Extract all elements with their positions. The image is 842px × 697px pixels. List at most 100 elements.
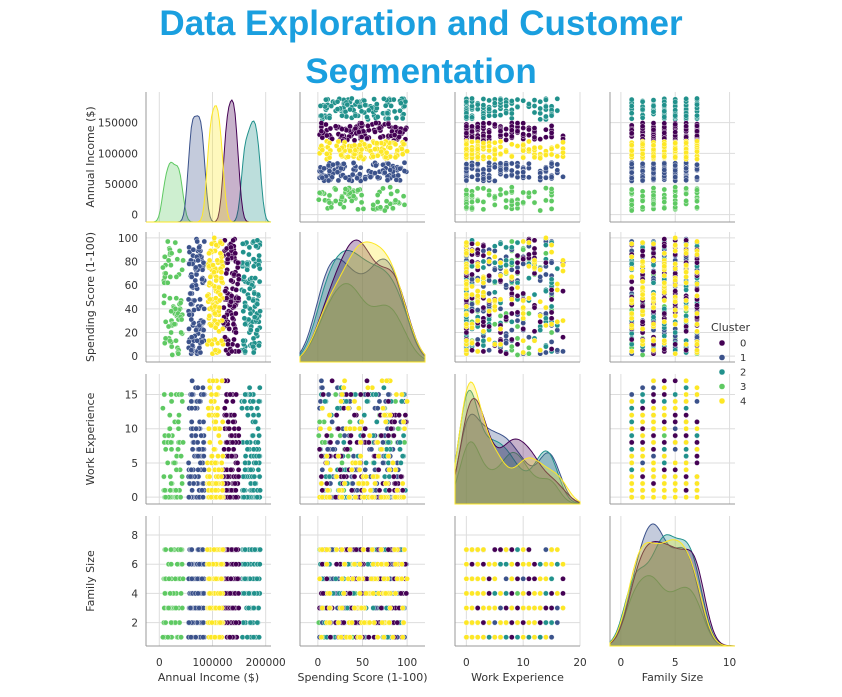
scatter-point bbox=[514, 143, 521, 149]
scatter-point bbox=[240, 249, 246, 255]
scatter-point bbox=[661, 130, 668, 136]
scatter-point bbox=[374, 192, 381, 198]
x-tick-label: 200000 bbox=[246, 657, 286, 669]
scatter-point bbox=[694, 446, 700, 453]
scatter-point bbox=[160, 405, 166, 412]
scatter-point bbox=[650, 126, 657, 133]
scatter-point bbox=[349, 171, 356, 178]
scatter-point bbox=[318, 128, 325, 134]
scatter-point bbox=[325, 391, 332, 398]
scatter-point bbox=[486, 308, 492, 315]
scatter-point bbox=[497, 160, 504, 167]
scatter-point bbox=[694, 148, 700, 155]
scatter-point bbox=[351, 137, 358, 144]
scatter-point bbox=[402, 126, 409, 133]
scatter-point bbox=[171, 321, 178, 328]
scatter-point bbox=[683, 269, 689, 276]
scatter-point bbox=[520, 261, 527, 267]
scatter-point bbox=[342, 174, 349, 181]
scatter-3-0 bbox=[160, 546, 263, 641]
scatter-point bbox=[486, 143, 492, 149]
scatter-point bbox=[357, 153, 364, 160]
scatter-point bbox=[469, 248, 475, 254]
scatter-point bbox=[255, 439, 261, 446]
scatter-point bbox=[371, 96, 377, 102]
scatter-point bbox=[491, 147, 498, 153]
scatter-point bbox=[486, 290, 492, 297]
scatter-point bbox=[661, 236, 668, 242]
scatter-point bbox=[223, 398, 230, 405]
scatter-point bbox=[639, 326, 646, 332]
scatter-point bbox=[694, 251, 700, 258]
scatter-point bbox=[176, 412, 182, 418]
scatter-point bbox=[402, 412, 409, 418]
scatter-point bbox=[683, 398, 689, 405]
scatter-point bbox=[211, 235, 218, 241]
scatter-point bbox=[508, 110, 515, 117]
scatter-point bbox=[514, 201, 521, 207]
scatter-point bbox=[508, 244, 515, 251]
scatter-point bbox=[683, 297, 689, 304]
scatter-point bbox=[543, 165, 549, 172]
scatter-point bbox=[661, 346, 668, 352]
scatter-point bbox=[628, 453, 635, 459]
scatter-point bbox=[179, 266, 185, 273]
scatter-point bbox=[672, 270, 679, 277]
scatter-point bbox=[242, 348, 248, 355]
y-tick-label: 150000 bbox=[98, 118, 138, 130]
scatter-point bbox=[694, 138, 700, 144]
scatter-point bbox=[399, 480, 406, 487]
scatter-point bbox=[672, 412, 679, 418]
scatter-point bbox=[497, 296, 504, 303]
scatter-point bbox=[480, 252, 487, 259]
scatter-point bbox=[199, 546, 206, 553]
scatter-point bbox=[628, 336, 635, 343]
scatter-point bbox=[661, 114, 668, 120]
scatter-point bbox=[232, 480, 238, 487]
scatter-point bbox=[338, 398, 344, 405]
scatter-point bbox=[463, 321, 470, 328]
scatter-point bbox=[341, 480, 348, 487]
scatter-point bbox=[235, 276, 242, 283]
scatter-point bbox=[168, 250, 175, 257]
scatter-point bbox=[397, 165, 403, 172]
scatter-point bbox=[531, 154, 538, 161]
scatter-point bbox=[315, 196, 322, 203]
scatter-point bbox=[491, 297, 498, 304]
scatter-point bbox=[362, 175, 369, 182]
scatter-point bbox=[469, 162, 475, 169]
scatter-point bbox=[628, 310, 635, 317]
scatter-point bbox=[661, 297, 668, 304]
scatter-point bbox=[639, 188, 646, 195]
scatter-point bbox=[211, 310, 218, 317]
scatter-point bbox=[347, 419, 353, 425]
scatter-point bbox=[186, 311, 193, 318]
scatter-point bbox=[178, 634, 184, 641]
scatter-point bbox=[683, 446, 689, 453]
scatter-point bbox=[401, 159, 408, 166]
scatter-point bbox=[335, 138, 342, 145]
scatter-point bbox=[188, 334, 195, 341]
scatter-point bbox=[694, 287, 700, 293]
scatter-point bbox=[497, 240, 504, 247]
scatter-point bbox=[392, 466, 399, 473]
x-tick-label: 100 bbox=[397, 657, 417, 669]
scatter-point bbox=[672, 377, 679, 384]
scatter-point bbox=[392, 480, 399, 487]
scatter-point bbox=[520, 256, 527, 263]
scatter-point bbox=[463, 187, 470, 193]
scatter-point bbox=[469, 134, 475, 140]
scatter-point bbox=[650, 192, 657, 199]
scatter-point bbox=[486, 97, 492, 104]
scatter-point bbox=[397, 439, 403, 446]
scatter-point bbox=[672, 425, 679, 432]
scatter-point bbox=[327, 439, 334, 446]
scatter-point bbox=[639, 268, 646, 274]
scatter-point bbox=[173, 274, 180, 280]
scatter-point bbox=[206, 250, 212, 257]
scatter-point bbox=[683, 313, 689, 319]
scatter-point bbox=[628, 161, 635, 167]
scatter-point bbox=[526, 160, 532, 167]
scatter-point bbox=[560, 262, 566, 268]
scatter-point bbox=[661, 405, 668, 412]
